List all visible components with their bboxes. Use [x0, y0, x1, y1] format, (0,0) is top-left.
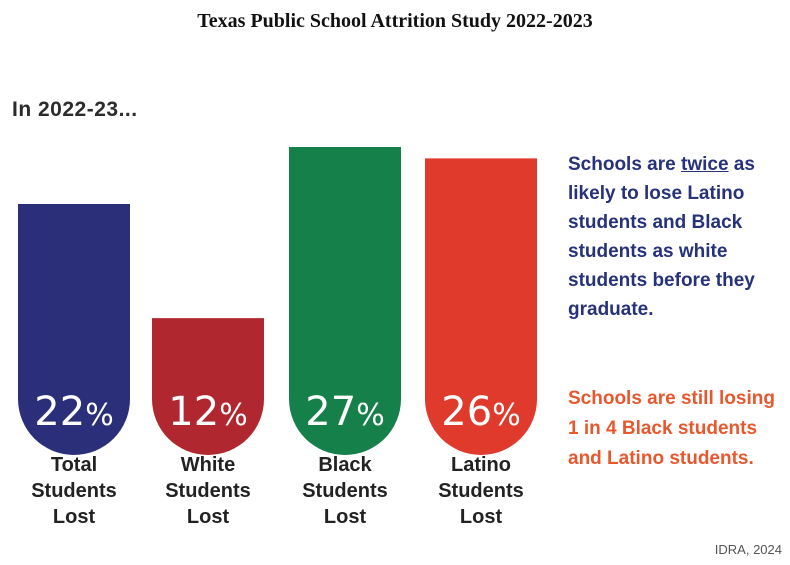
category-label-1: White Students Lost — [165, 454, 251, 528]
callout-twice-part1: Schools are — [568, 154, 681, 175]
callout-twice-part2: as likely to lose Latino students and Bl… — [568, 154, 755, 320]
category-label-0: Total Students Lost — [31, 454, 117, 528]
category-label-2: Black Students Lost — [302, 454, 388, 528]
bar-chart: 22% Total Students Lost 12% White Students Lost… — [18, 147, 537, 528]
callout-one-in-four: Schools are still losing 1 in 4 Black st… — [568, 388, 775, 469]
bar-value-label-0: 22% — [34, 389, 113, 435]
bar-0 — [18, 204, 130, 455]
chart-title: Texas Public School Attrition Study 2022… — [197, 10, 593, 32]
bar-1 — [152, 318, 264, 455]
callout-twice: Schools are twice as likely to lose Lati… — [568, 150, 788, 324]
category-label-3: Latino Students Lost — [438, 454, 524, 528]
bar-value-label-1: 12% — [168, 389, 247, 435]
bar-3 — [425, 158, 537, 455]
bar-value-label-3: 26% — [441, 389, 520, 435]
callout-twice-emphasis: twice — [681, 154, 729, 175]
source-credit: IDRA, 2024 — [714, 542, 782, 557]
chart-subtitle: In 2022-23... — [12, 98, 138, 121]
bar-2 — [289, 147, 401, 455]
bar-value-label-2: 27% — [305, 389, 384, 435]
